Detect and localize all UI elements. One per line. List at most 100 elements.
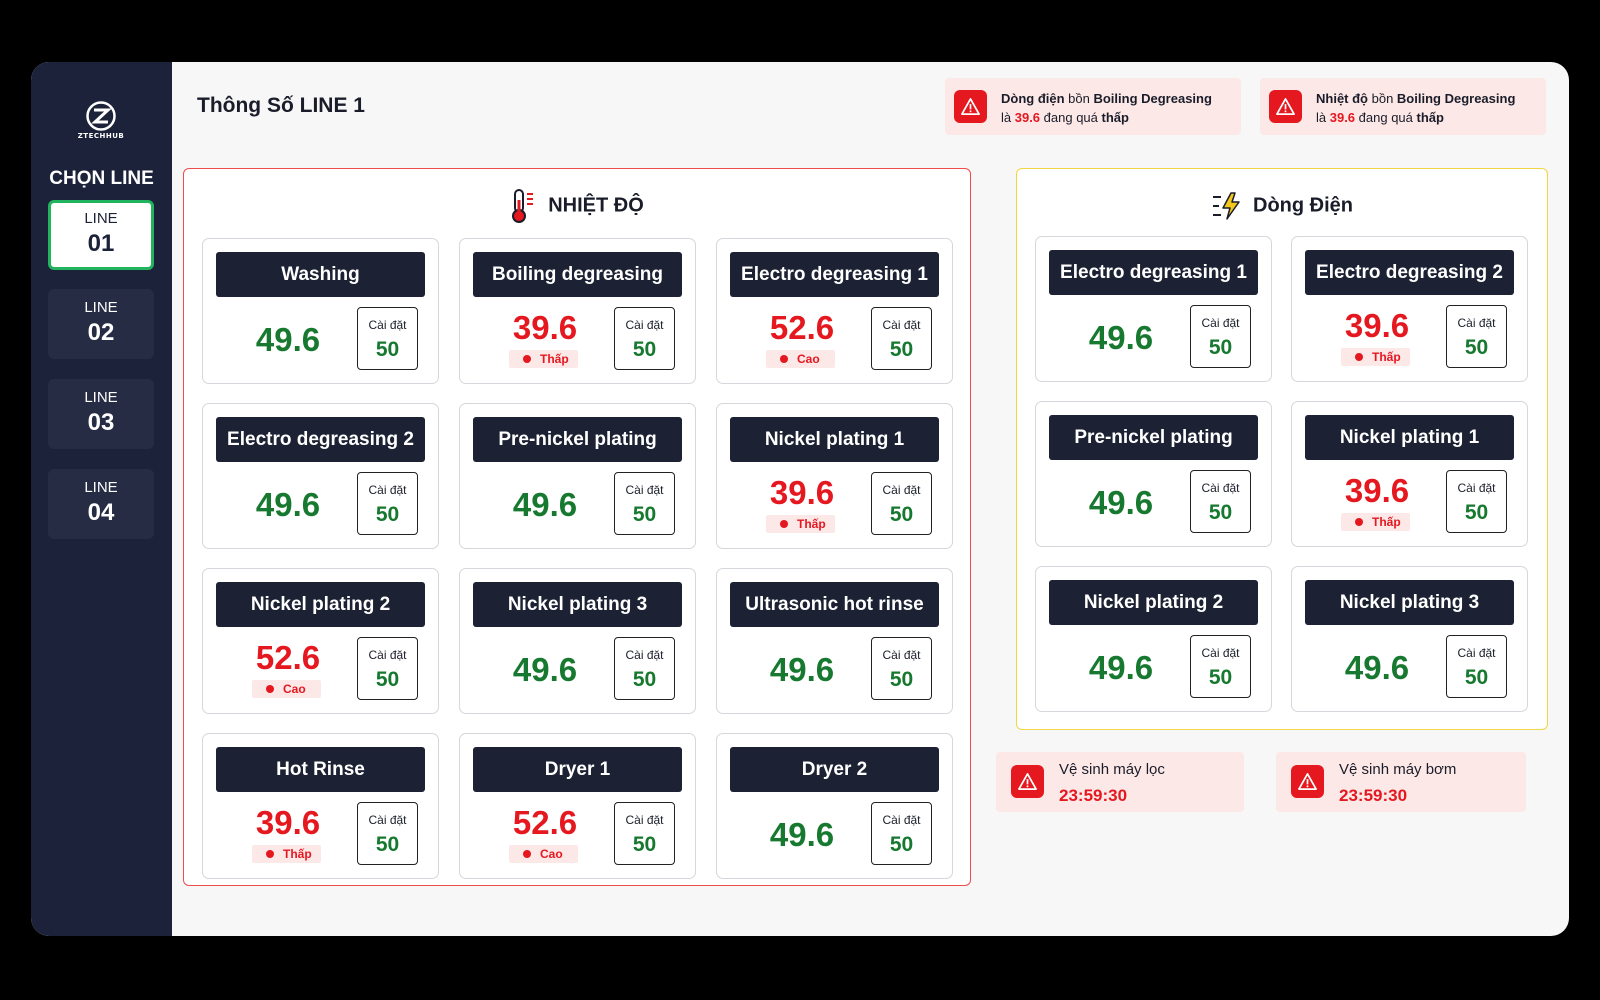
current-panel: Dòng Điện Electro degreasing 1 49.6 Cài đặ… (1016, 168, 1548, 730)
maintenance-title: Vệ sinh máy lọc (1059, 761, 1165, 778)
sidebar: ZTECHHUB CHỌN LINE LINE 01 LINE 02 LINE … (31, 62, 172, 936)
metric-card: Washing 49.6 Cài đặt 50 (202, 238, 439, 384)
warning-icon (1269, 90, 1302, 123)
status-label: Thấp (283, 847, 312, 861)
line-01-button[interactable]: LINE 01 (48, 200, 154, 270)
status-label: Cao (797, 352, 820, 366)
metric-card: Dryer 1 52.6 Cao Cài đặt 50 (459, 733, 696, 879)
setpoint-button[interactable]: Cài đặt 50 (357, 637, 418, 700)
setpoint-label: Cài đặt (368, 318, 407, 332)
setpoint-value: 50 (375, 338, 400, 361)
setpoint-button[interactable]: Cài đặt 50 (357, 472, 418, 535)
line-number: 04 (87, 499, 115, 526)
maintenance-title: Vệ sinh máy bơm (1339, 761, 1457, 778)
line-label: LINE (84, 479, 118, 496)
setpoint-label: Cài đặt (1457, 646, 1496, 660)
setpoint-button[interactable]: Cài đặt 50 (357, 307, 418, 370)
metric-value: 49.6 (1088, 484, 1154, 521)
setpoint-button[interactable]: Cài đặt 50 (1190, 635, 1251, 698)
status-badge: Thấp (509, 350, 578, 368)
setpoint-button[interactable]: Cài đặt 50 (871, 637, 932, 700)
metric-value: 39.6 (512, 309, 578, 346)
line-label: LINE (84, 210, 118, 227)
setpoint-button[interactable]: Cài đặt 50 (871, 802, 932, 865)
metric-card: Electro degreasing 1 49.6 Cài đặt 50 (1035, 236, 1272, 382)
setpoint-button[interactable]: Cài đặt 50 (1446, 305, 1507, 368)
setpoint-value: 50 (375, 503, 400, 526)
setpoint-button[interactable]: Cài đặt 50 (871, 472, 932, 535)
tank-name: Ultrasonic hot rinse (730, 582, 939, 627)
setpoint-value: 50 (1208, 666, 1233, 689)
setpoint-label: Cài đặt (1201, 316, 1240, 330)
setpoint-value: 50 (1464, 336, 1489, 359)
status-label: Cao (283, 682, 306, 696)
setpoint-button[interactable]: Cài đặt 50 (614, 472, 675, 535)
metric-value: 39.6 (769, 474, 835, 511)
status-badge: Thấp (252, 845, 321, 863)
metric-card: Pre-nickel plating 49.6 Cài đặt 50 (1035, 401, 1272, 547)
setpoint-button[interactable]: Cài đặt 50 (614, 637, 675, 700)
tank-name: Electro degreasing 2 (216, 417, 425, 462)
setpoint-value: 50 (889, 503, 914, 526)
setpoint-label: Cài đặt (368, 483, 407, 497)
metric-card: Ultrasonic hot rinse 49.6 Cài đặt 50 (716, 568, 953, 714)
setpoint-label: Cài đặt (625, 813, 664, 827)
status-dot-icon (780, 355, 788, 363)
tank-name: Nickel plating 2 (216, 582, 425, 627)
sidebar-title: CHỌN LINE (49, 168, 154, 189)
lightning-icon (1213, 191, 1240, 220)
setpoint-button[interactable]: Cài đặt 50 (1446, 470, 1507, 533)
status-label: Thấp (1372, 515, 1401, 529)
setpoint-value: 50 (1208, 501, 1233, 524)
line-04-button[interactable]: LINE 04 (48, 469, 154, 539)
setpoint-button[interactable]: Cài đặt 50 (1446, 635, 1507, 698)
setpoint-label: Cài đặt (1457, 481, 1496, 495)
metric-card: Pre-nickel plating 49.6 Cài đặt 50 (459, 403, 696, 549)
warning-icon (1291, 765, 1324, 798)
status-dot-icon (780, 520, 788, 528)
current-alert[interactable]: Dòng điện bồn Boiling Degreasing là 39.6… (945, 78, 1241, 135)
setpoint-button[interactable]: Cài đặt 50 (1190, 470, 1251, 533)
metric-card: Boiling degreasing 39.6 Thấp Cài đặt 50 (459, 238, 696, 384)
setpoint-label: Cài đặt (1201, 481, 1240, 495)
metric-value: 49.6 (255, 486, 321, 523)
setpoint-value: 50 (632, 668, 657, 691)
status-dot-icon (1355, 353, 1363, 361)
setpoint-label: Cài đặt (882, 483, 921, 497)
setpoint-label: Cài đặt (625, 318, 664, 332)
tank-name: Electro degreasing 1 (1049, 250, 1258, 295)
setpoint-value: 50 (1464, 501, 1489, 524)
metric-value: 49.6 (1088, 319, 1154, 356)
maintenance-pump-alert[interactable]: Vệ sinh máy bơm 23:59:30 (1276, 752, 1526, 812)
setpoint-button[interactable]: Cài đặt 50 (614, 802, 675, 865)
line-03-button[interactable]: LINE 03 (48, 379, 154, 449)
status-badge: Cao (509, 845, 578, 863)
metric-card: Hot Rinse 39.6 Thấp Cài đặt 50 (202, 733, 439, 879)
setpoint-button[interactable]: Cài đặt 50 (1190, 305, 1251, 368)
current-panel-header: Dòng Điện (1017, 185, 1547, 225)
status-badge: Cao (252, 680, 321, 698)
status-dot-icon (266, 850, 274, 858)
maintenance-time: 23:59:30 (1339, 786, 1408, 805)
setpoint-button[interactable]: Cài đặt 50 (871, 307, 932, 370)
setpoint-value: 50 (889, 668, 914, 691)
maintenance-time: 23:59:30 (1059, 786, 1128, 805)
metric-value: 49.6 (769, 651, 835, 688)
setpoint-button[interactable]: Cài đặt 50 (614, 307, 675, 370)
setpoint-label: Cài đặt (1201, 646, 1240, 660)
status-dot-icon (266, 685, 274, 693)
line-02-button[interactable]: LINE 02 (48, 289, 154, 359)
metric-value: 52.6 (512, 804, 578, 841)
status-badge: Thấp (1341, 348, 1410, 366)
temperature-panel-header: NHIỆT ĐỘ (184, 185, 970, 225)
temperature-alert[interactable]: Nhiệt độ bồn Boiling Degreasing là 39.6 … (1260, 78, 1546, 135)
setpoint-label: Cài đặt (882, 813, 921, 827)
line-number: 02 (87, 319, 115, 346)
metric-value: 39.6 (255, 804, 321, 841)
setpoint-button[interactable]: Cài đặt 50 (357, 802, 418, 865)
setpoint-label: Cài đặt (625, 648, 664, 662)
metric-card: Dryer 2 49.6 Cài đặt 50 (716, 733, 953, 879)
status-label: Thấp (540, 352, 569, 366)
maintenance-filter-alert[interactable]: Vệ sinh máy lọc 23:59:30 (996, 752, 1244, 812)
setpoint-value: 50 (889, 833, 914, 856)
